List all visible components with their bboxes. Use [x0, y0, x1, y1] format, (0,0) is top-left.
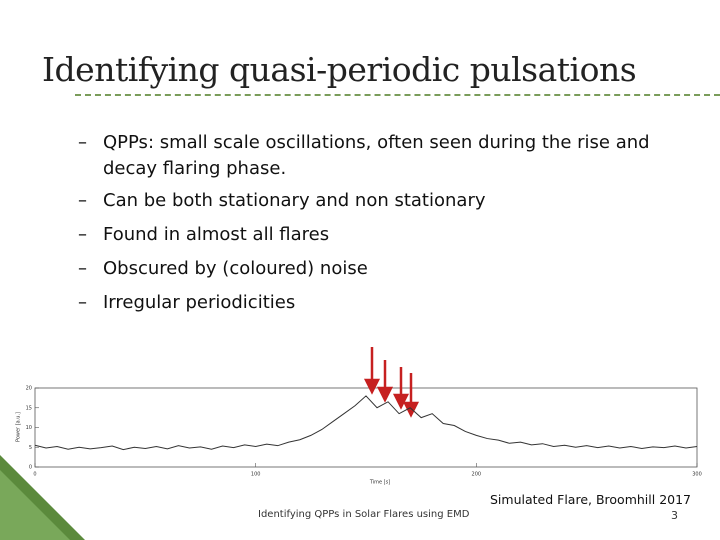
y-tick-label: 20 [26, 386, 32, 392]
y-tick-label: 5 [29, 445, 32, 451]
x-tick-label: 0 [33, 472, 36, 478]
x-tick-label: 300 [692, 472, 702, 478]
bullet: Found in almost all flares [78, 218, 658, 252]
y-tick-label: 15 [26, 405, 32, 411]
footer-text: Identifying QPPs in Solar Flares using E… [258, 509, 470, 520]
bullet: Can be both stationary and non stationar… [78, 184, 658, 218]
arrows [363, 347, 420, 418]
x-tick-label: 200 [472, 472, 482, 478]
y-tick-label: 10 [26, 425, 32, 431]
bullet-list: QPPs: small scale oscillations, often se… [78, 130, 658, 320]
bullet: Obscured by (coloured) noise [78, 252, 658, 286]
slide-title: Identifying quasi-periodic pulsations [42, 50, 637, 89]
title-rule [75, 94, 720, 96]
x-axis-label: Time [s] [369, 480, 390, 486]
x-tick-label: 100 [251, 472, 261, 478]
data-line [34, 395, 698, 451]
y-tick-label: 0 [29, 465, 32, 471]
y-axis-label: Power [a.u.] [16, 412, 22, 442]
plot-frame [34, 387, 698, 468]
bullet: Irregular periodicities [78, 286, 658, 320]
page-number: 3 [671, 509, 678, 522]
corner-decoration [0, 470, 70, 540]
figure-caption: Simulated Flare, Broomhill 2017 [490, 492, 692, 507]
bullet: QPPs: small scale oscillations, often se… [78, 130, 658, 184]
